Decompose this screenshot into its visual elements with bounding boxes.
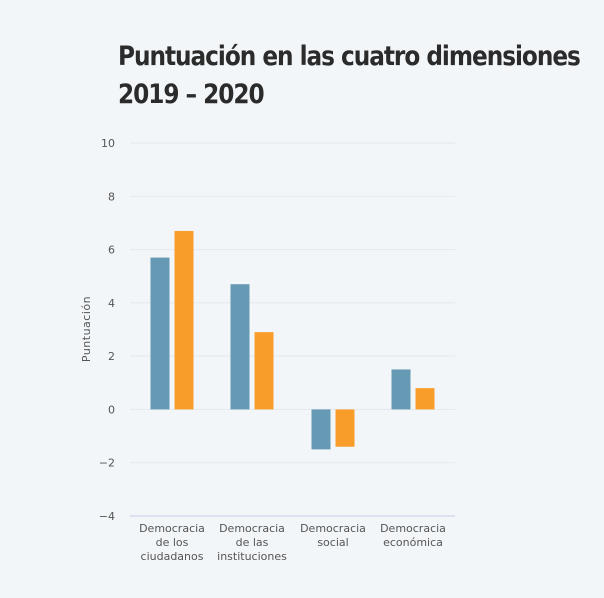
x-category-label-line: ciudadanos	[141, 550, 204, 563]
y-tick-label: 6	[108, 244, 115, 257]
bar-series-1-cat-4	[391, 369, 411, 410]
y-axis-ticks: 10 8 6 4 2 0 −2 −4	[99, 137, 115, 523]
x-category-label: Democracia de los ciudadanos	[139, 522, 205, 563]
y-tick-label: 10	[101, 137, 115, 150]
x-category-label-line: Democracia	[139, 522, 205, 535]
bar-series-2-cat-3	[335, 409, 355, 447]
x-category-label-line: social	[317, 536, 348, 549]
x-category-label: Democracia social	[300, 522, 366, 549]
bar-series-1-cat-3	[311, 409, 331, 450]
bar-series-2-cat-1	[174, 230, 194, 410]
bars	[150, 230, 435, 450]
y-tick-label: −2	[99, 457, 115, 470]
chart-title: Puntuación en las cuatro dimensiones 201…	[118, 38, 581, 114]
x-category-label-line: Democracia	[380, 522, 446, 535]
bar-series-1-cat-1	[150, 257, 170, 410]
bar-series-2-cat-4	[415, 388, 435, 410]
x-category-label-line: de los	[156, 536, 189, 549]
x-category-label-line: económica	[383, 536, 443, 549]
x-category-label-line: Democracia	[300, 522, 366, 535]
bar-series-2-cat-2	[254, 332, 274, 410]
x-category-label: Democracia de las instituciones	[217, 522, 287, 563]
y-tick-label: 0	[108, 403, 115, 416]
y-tick-label: 8	[108, 190, 115, 203]
y-tick-label: 2	[108, 350, 115, 363]
x-category-label-line: Democracia	[219, 522, 285, 535]
chart-title-line-1: Puntuación en las cuatro dimensiones	[118, 41, 581, 72]
y-tick-label: −4	[99, 510, 115, 523]
x-category-label: Democracia económica	[380, 522, 446, 549]
bar-series-1-cat-2	[230, 284, 250, 410]
y-axis-label: Puntuación	[80, 296, 93, 362]
y-tick-label: 4	[108, 297, 115, 310]
chart-title-line-2: 2019 – 2020	[118, 79, 265, 110]
x-category-label-line: de las	[236, 536, 269, 549]
x-category-label-line: instituciones	[217, 550, 287, 563]
